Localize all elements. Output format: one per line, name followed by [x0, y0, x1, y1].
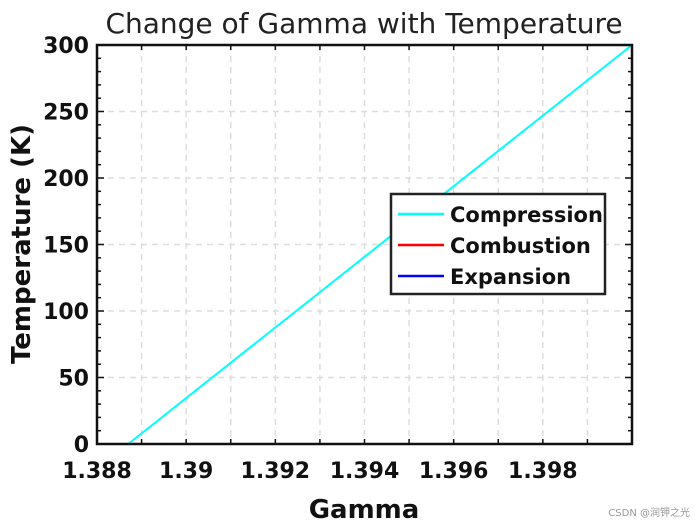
legend-label-combustion: Combustion	[450, 234, 591, 258]
y-tick-label: 200	[43, 167, 89, 192]
x-tick-label: 1.39	[159, 459, 213, 484]
y-tick-label: 0	[74, 433, 89, 458]
ticks: 1.388 1.39 1.392 1.394 1.396 1.398 0 50 100 150 20…	[43, 34, 633, 484]
y-axis-label: Temperature (K)	[7, 124, 37, 364]
y-tick-label: 250	[43, 101, 89, 126]
y-tick-label: 150	[43, 234, 89, 259]
y-tick-label: 300	[43, 34, 89, 59]
legend: Compression Combustion Expansion	[389, 192, 607, 296]
x-tick-label: 1.396	[419, 459, 489, 484]
y-tick-label: 50	[58, 367, 89, 392]
x-tick-label: 1.392	[241, 459, 311, 484]
series-line-compression	[127, 44, 633, 445]
watermark: CSDN @润钾之光	[608, 508, 690, 519]
chart-title: Change of Gamma with Temperature	[105, 7, 622, 40]
legend-label-expansion: Expansion	[450, 265, 571, 289]
legend-label-compression: Compression	[450, 203, 603, 227]
x-tick-label: 1.388	[62, 459, 132, 484]
x-axis-label: Gamma	[309, 495, 420, 525]
series-layer	[127, 44, 633, 445]
y-tick-label: 100	[43, 300, 89, 325]
x-tick-label: 1.398	[508, 459, 578, 484]
x-tick-label: 1.394	[330, 459, 400, 484]
